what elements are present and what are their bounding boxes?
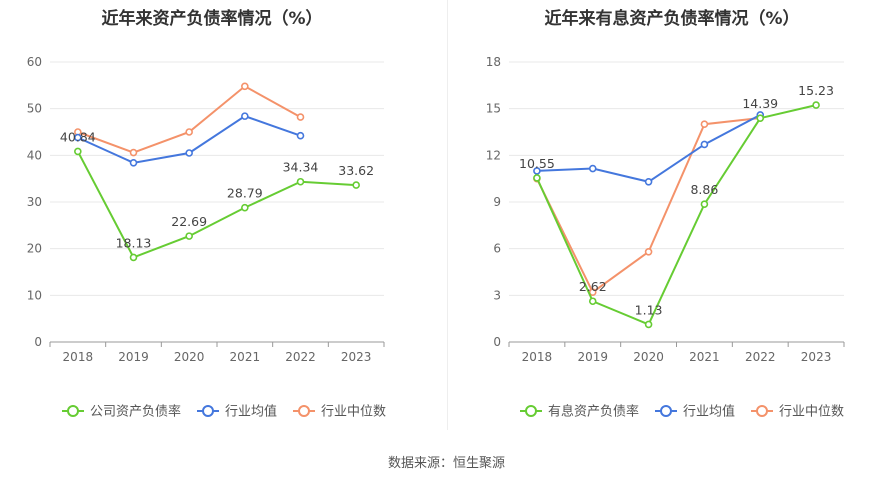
- y-tick-label: 10: [27, 288, 42, 302]
- data-label: 8.86: [690, 182, 718, 197]
- legend-marker-industry_median: [756, 405, 768, 417]
- x-tick-label: 2022: [285, 350, 316, 364]
- series-line-industry_avg: [536, 114, 761, 183]
- x-tick-label: 2022: [745, 350, 776, 364]
- data-point-industry_median: [700, 120, 709, 129]
- data-point-company: [296, 177, 305, 186]
- x-tick-label: 2018: [63, 350, 94, 364]
- data-point-company: [700, 200, 709, 208]
- x-tick-label: 2018: [522, 350, 553, 364]
- legend-label-industry_median: 行业中位数: [321, 405, 386, 420]
- legend-marker-company: [67, 405, 79, 417]
- data-label: 14.39: [742, 96, 778, 111]
- series-line-company: [536, 104, 817, 326]
- x-tick-label: 2020: [633, 350, 664, 364]
- data-point-industry_avg: [644, 177, 653, 186]
- data-label: 34.34: [283, 160, 319, 175]
- data-label: 22.69: [171, 214, 207, 229]
- data-point-industry_avg: [241, 112, 249, 120]
- x-tick-label: 2020: [174, 350, 205, 364]
- data-point-industry_avg: [74, 133, 82, 142]
- data-point-company: [129, 253, 138, 262]
- data-label: 28.79: [227, 186, 263, 201]
- y-tick-label: 40: [27, 148, 42, 162]
- x-tick-label: 2021: [230, 350, 261, 364]
- data-label: 2.62: [579, 279, 607, 294]
- x-tick-label: 2023: [801, 350, 832, 364]
- data-point-industry_avg: [185, 149, 193, 157]
- data-point-industry_avg: [700, 140, 709, 149]
- data-point-company: [812, 101, 820, 109]
- data-point-industry_avg: [533, 167, 541, 175]
- data-label: 10.55: [519, 156, 555, 171]
- y-tick-label: 9: [493, 195, 501, 209]
- data-point-industry_avg: [296, 131, 305, 140]
- y-tick-label: 12: [486, 148, 501, 162]
- data-label: 1.13: [635, 302, 663, 317]
- legend-marker-company: [525, 405, 537, 417]
- data-point-industry_avg: [129, 159, 138, 167]
- data-point-company: [533, 174, 541, 182]
- data-point-company: [756, 114, 765, 122]
- data-label: 33.62: [338, 163, 374, 178]
- x-tick-label: 2019: [118, 350, 149, 364]
- data-source-note: 数据来源：恒生聚源: [387, 456, 505, 471]
- y-tick-label: 3: [493, 288, 501, 302]
- legend-label-industry_median: 行业中位数: [779, 405, 844, 420]
- data-label: 18.13: [116, 235, 152, 250]
- legend-marker-industry_median: [298, 405, 310, 417]
- chart-title-asset-liability: 近年来资产负债率情况（%）: [101, 9, 323, 29]
- y-tick-label: 60: [27, 55, 42, 69]
- data-point-industry_median: [296, 113, 305, 121]
- data-point-company: [74, 147, 82, 156]
- x-tick-label: 2023: [341, 350, 372, 364]
- chart-divider: [447, 0, 448, 430]
- series-line-company: [76, 150, 357, 259]
- y-tick-label: 15: [486, 102, 501, 116]
- data-point-company: [588, 297, 597, 306]
- series-line-industry_median: [77, 85, 301, 154]
- data-point-industry_median: [644, 247, 653, 256]
- data-point-industry_median: [185, 128, 193, 136]
- data-point-industry_avg: [588, 164, 597, 173]
- data-point-industry_median: [129, 148, 138, 157]
- series-line-industry_median: [536, 117, 761, 294]
- data-point-company: [241, 203, 249, 212]
- y-tick-label: 18: [486, 55, 501, 69]
- chart-title-interest-bearing: 近年来有息资产负债率情况（%）: [544, 9, 800, 29]
- legend-marker-industry_avg: [660, 405, 672, 417]
- legend-label-company: 有息资产负债率: [548, 404, 639, 420]
- legend-label-industry_avg: 行业均值: [225, 404, 277, 420]
- legend-label-company: 公司资产负债率: [90, 404, 181, 420]
- data-label: 15.23: [798, 83, 834, 98]
- x-tick-label: 2021: [689, 350, 720, 364]
- y-tick-label: 20: [27, 242, 42, 256]
- data-point-company: [644, 320, 653, 329]
- y-tick-label: 50: [27, 102, 42, 116]
- legend-label-industry_avg: 行业均值: [683, 404, 735, 420]
- data-point-industry_median: [241, 82, 249, 91]
- data-label: 40.84: [60, 129, 96, 144]
- y-tick-label: 30: [27, 195, 42, 209]
- y-tick-label: 0: [34, 335, 42, 349]
- data-point-company: [185, 232, 193, 240]
- legend-marker-industry_avg: [202, 405, 214, 417]
- data-point-company: [352, 181, 360, 189]
- y-tick-label: 6: [493, 242, 501, 256]
- x-tick-label: 2019: [577, 350, 608, 364]
- y-tick-label: 0: [493, 335, 501, 349]
